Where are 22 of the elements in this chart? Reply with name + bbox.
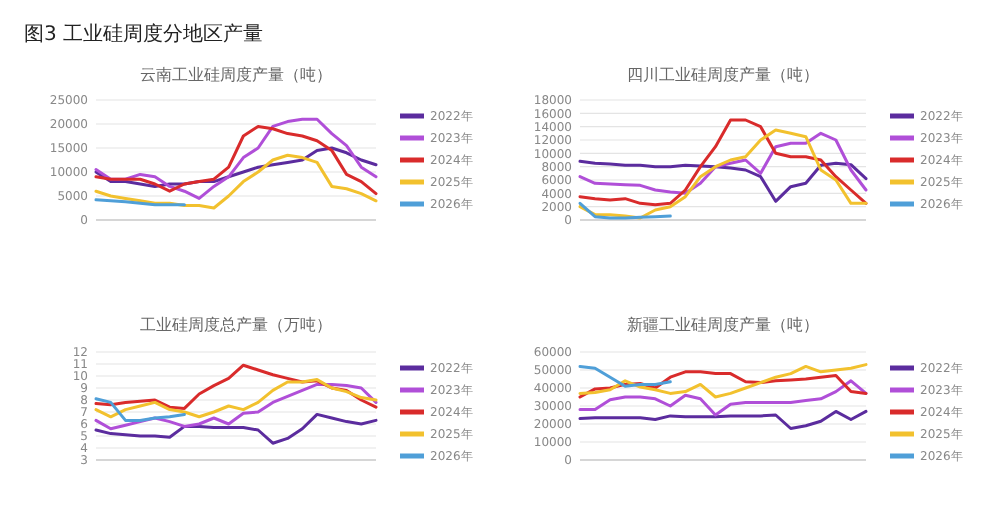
line-series: [94, 363, 378, 410]
line-series: [578, 131, 868, 195]
line-series: [578, 370, 868, 399]
line-series: [94, 412, 378, 445]
line-series: [578, 379, 868, 417]
line-series: [94, 382, 378, 431]
line-series: [94, 153, 378, 210]
line-series: [94, 146, 378, 188]
caption: 图3 工业硅周度分地区产量: [24, 22, 264, 46]
chart-title: 工业硅周度总产量（万吨）: [140, 316, 332, 334]
line-series: [578, 364, 672, 388]
line-series: [94, 378, 378, 419]
line-series: [578, 363, 868, 399]
line-series: [578, 409, 868, 430]
line-series: [578, 159, 868, 203]
chart-title: 四川工业硅周度产量（吨）: [627, 66, 819, 84]
line-series: [578, 201, 672, 220]
chart-title: 新疆工业硅周度产量（吨）: [627, 316, 819, 334]
line-series: [94, 397, 186, 422]
line-series: [578, 128, 868, 220]
chart-title: 云南工业硅周度产量（吨）: [140, 66, 332, 84]
line-series: [578, 118, 868, 207]
